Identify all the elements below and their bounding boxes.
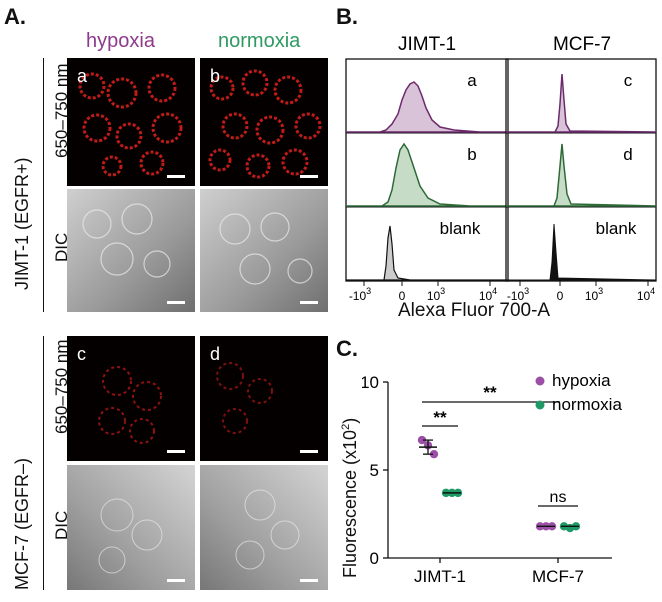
tick-left-zero: 0 — [399, 289, 406, 303]
panel-c-letter: C. — [336, 336, 358, 361]
micrograph-b-dic — [200, 189, 328, 312]
separator-mcf7 — [43, 336, 44, 590]
tick-right-1e4: 104 — [637, 286, 655, 303]
y-tick-label: 10 — [362, 373, 379, 392]
histogram-stack-mcf7: c d blank — [505, 58, 657, 282]
tick-right-1e3: 103 — [585, 286, 603, 303]
scatter-ylabel: Fluorescence (x102) — [340, 417, 360, 578]
micrograph-a-dic — [67, 189, 195, 312]
histogram-stack-jimt1: a b blank — [345, 58, 509, 282]
x-category-label: JIMT-1 — [414, 567, 466, 586]
legend-label-normoxia: normoxia — [552, 395, 622, 414]
micrograph-d-fluorescence — [200, 336, 328, 461]
image-label-d: d — [210, 344, 221, 364]
y-tick-label: 5 — [370, 461, 379, 480]
panel-b-letter: B. — [336, 4, 358, 29]
histogram-title-jimt1: JIMT-1 — [398, 34, 456, 55]
image-label-a: a — [77, 66, 88, 86]
hist-label-a: a — [467, 71, 477, 90]
micrograph-c-fluorescence — [67, 336, 195, 461]
tick-left-neg: -103 — [349, 286, 371, 303]
hist-label-blank-left: blank — [440, 219, 481, 238]
tick-right-zero: 0 — [557, 289, 564, 303]
flow-cytometry-histograms: JIMT-1 MCF-7 a b blank c d blank -103 0 … — [345, 34, 657, 303]
legend-marker-hypoxia — [535, 376, 545, 386]
header-normoxia: normoxia — [218, 30, 301, 52]
tick-right-neg: -103 — [507, 286, 529, 303]
image-label-b: b — [210, 66, 221, 86]
hist-label-b: b — [467, 145, 476, 164]
header-hypoxia: hypoxia — [86, 30, 155, 52]
separator-jimt1 — [43, 58, 44, 312]
micrograph-d-dic — [200, 465, 328, 590]
x-category-label: MCF-7 — [532, 567, 584, 586]
data-point-hypoxia — [429, 449, 439, 459]
hist-label-d: d — [623, 145, 632, 164]
histogram-xlabel: Alexa Fluor 700-A — [398, 300, 551, 321]
sig-label-mcf7: ns — [550, 489, 567, 506]
tick-left-1e4: 104 — [479, 286, 497, 303]
scale-bar — [300, 579, 318, 582]
micrograph-b-fluorescence — [200, 58, 328, 186]
scale-bar — [167, 175, 185, 178]
scale-bar — [300, 301, 318, 304]
micrograph-c-dic — [67, 465, 195, 590]
label-jimt1-cell-line: JIMT-1 (EGFR+) — [12, 157, 32, 290]
scale-bar — [167, 579, 185, 582]
histogram-title-mcf7: MCF-7 — [553, 34, 611, 55]
legend-label-hypoxia: hypoxia — [552, 371, 611, 390]
data-point-hypoxia — [417, 435, 427, 445]
panel-a-letter: A. — [4, 4, 26, 29]
scale-bar — [167, 301, 185, 304]
sig-label-jimt1: ** — [433, 408, 447, 427]
fluorescence-scatter-chart: 0 5 10 JIMT-1 MCF-7 ** ** ns hypoxia normoxi… — [362, 371, 622, 586]
image-label-c: c — [77, 344, 86, 364]
scale-bar — [167, 450, 185, 453]
scale-bar — [300, 450, 318, 453]
micrograph-a-fluorescence — [67, 58, 195, 186]
tick-left-1e3: 103 — [427, 286, 445, 303]
y-tick-label: 0 — [370, 549, 379, 568]
label-mcf7-cell-line: MCF-7 (EGFR–) — [12, 458, 32, 590]
legend-marker-normoxia — [535, 400, 545, 410]
hist-label-blank-right: blank — [596, 219, 637, 238]
sig-label-cross: ** — [483, 383, 497, 402]
scale-bar — [300, 175, 318, 178]
hist-label-c: c — [624, 71, 633, 90]
